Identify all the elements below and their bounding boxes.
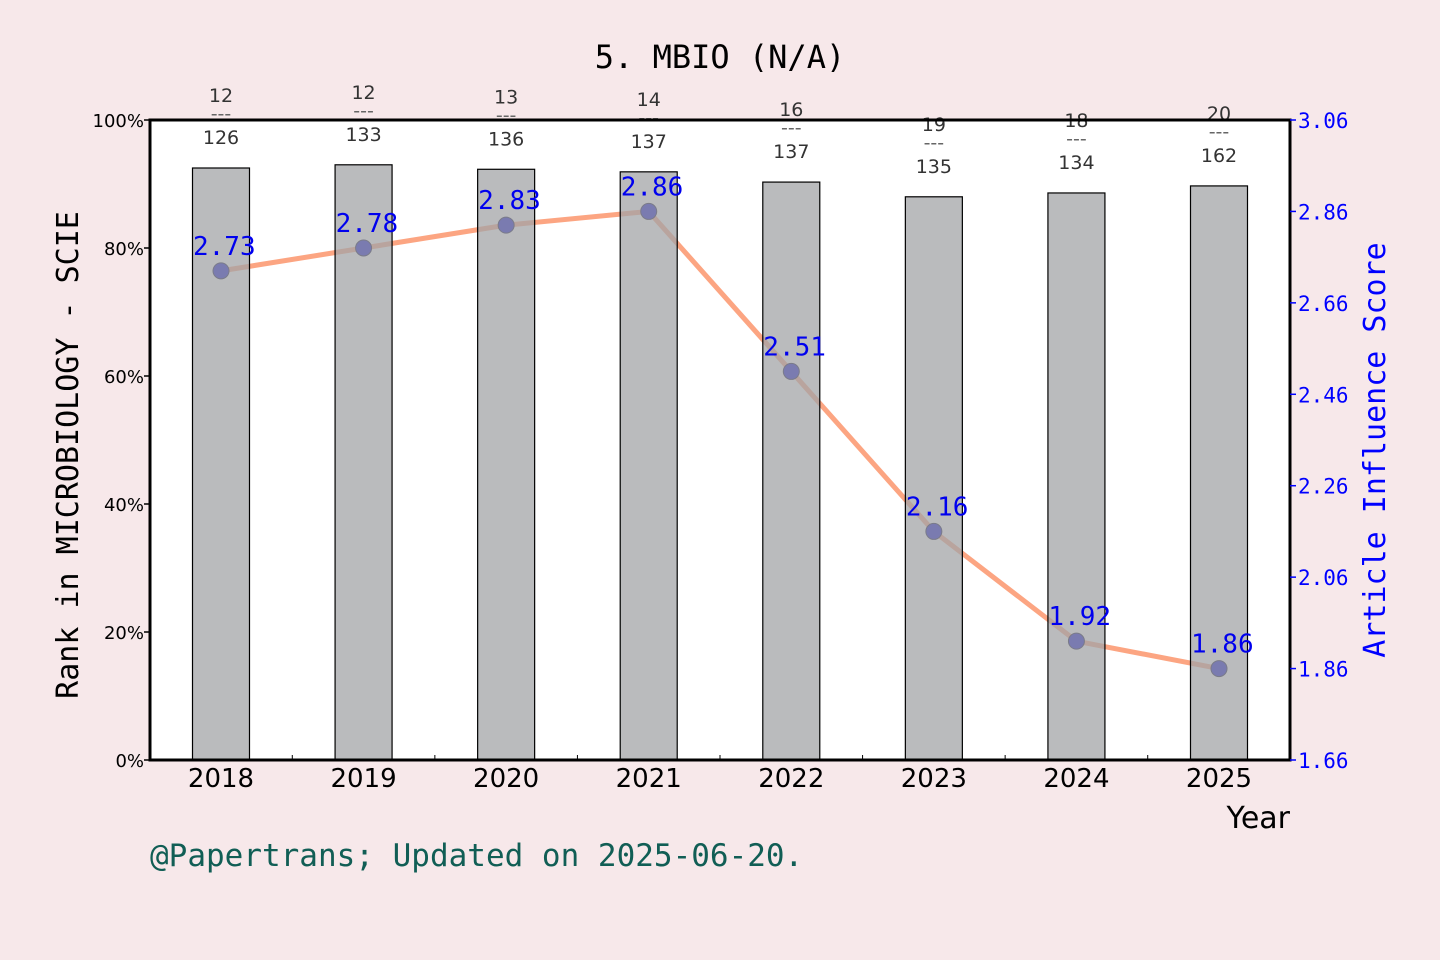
- x-tick-label: 2023: [901, 764, 967, 794]
- bar-rank-label: 12: [209, 85, 233, 107]
- x-tick-label: 2022: [758, 764, 824, 794]
- line-point-label: 2.73: [193, 232, 256, 262]
- line-point-label: 2.86: [621, 172, 684, 202]
- bar: [904, 196, 963, 761]
- bar-rank-separator: ---: [353, 100, 374, 122]
- bar-total-label: 126: [203, 127, 239, 149]
- y-right-tick-label: 2.26: [1298, 475, 1349, 499]
- x-tick-label: 2018: [188, 764, 254, 794]
- bar-total-label: 137: [631, 131, 667, 153]
- bar-rank-separator: ---: [211, 103, 232, 125]
- bar-rank-label: 14: [637, 89, 661, 111]
- bar-rank-label: 16: [779, 99, 803, 121]
- bar-total-label: 134: [1058, 152, 1094, 174]
- bar: [1047, 192, 1106, 761]
- bar-rank-label: 12: [351, 82, 375, 104]
- bar: [762, 181, 821, 761]
- bar: [477, 168, 536, 761]
- bar-rank-separator: ---: [1209, 121, 1230, 143]
- y-left-tick-label: 0%: [115, 751, 144, 772]
- y-left-tick-label: 40%: [104, 495, 144, 516]
- bar-series: [191, 164, 1249, 761]
- y-left-tick-label: 20%: [104, 623, 144, 644]
- y-right-tick-label: 3.06: [1298, 109, 1349, 133]
- x-tick-label: 2021: [616, 764, 682, 794]
- bar-rank-labels: 12---12612---13313---13614---13716---137…: [203, 82, 1237, 178]
- x-axis-label: Year: [1225, 801, 1290, 836]
- line-point-label: 2.83: [478, 186, 541, 216]
- bar-total-label: 136: [488, 128, 524, 150]
- line-point-label: 1.86: [1191, 630, 1254, 660]
- line-point-label: 2.16: [906, 492, 969, 522]
- line-point-label: 2.51: [763, 332, 826, 362]
- bar-rank-separator: ---: [924, 132, 945, 154]
- x-tick-label: 2025: [1186, 764, 1252, 794]
- bar-rank-separator: ---: [781, 117, 802, 139]
- y-left-tick-label: 100%: [93, 111, 144, 132]
- bar: [191, 167, 251, 761]
- y-right-tick-label: 2.66: [1298, 292, 1349, 316]
- bar-rank-separator: ---: [638, 107, 659, 129]
- bar-rank-separator: ---: [496, 104, 517, 126]
- y-left-tick-label: 60%: [104, 367, 144, 388]
- x-tick-label: 2019: [330, 764, 396, 794]
- bar-total-label: 133: [345, 124, 381, 146]
- y-left-tick-label: 80%: [104, 239, 144, 260]
- axes: 0% 20% 40% 60% 80% 100% 1.66 1.86 2.06 2.26 2.46 2.…: [93, 109, 1349, 794]
- footer-credit: @Papertrans; Updated on 2025-06-20.: [150, 838, 803, 874]
- line-point-label: 1.92: [1048, 602, 1111, 632]
- bar: [334, 164, 393, 761]
- x-tick-label: 2020: [473, 764, 539, 794]
- y-axis-right-label: Article Influence Score: [1358, 242, 1393, 657]
- chart-title: 5. MBIO (N/A): [595, 38, 845, 76]
- bar-rank-label: 13: [494, 86, 518, 108]
- bar-total-label: 135: [916, 156, 952, 178]
- y-axis-left-label: Rank in MICROBIOLOGY - SCIE: [51, 211, 86, 699]
- bar: [619, 171, 678, 761]
- plot-area: [150, 120, 1290, 760]
- line-point-label: 2.78: [336, 209, 399, 239]
- y-right-tick-label: 2.06: [1298, 566, 1349, 590]
- bar: [1189, 185, 1249, 761]
- bar-rank-separator: ---: [1066, 128, 1087, 150]
- x-tick-label: 2024: [1043, 764, 1109, 794]
- y-right-tick-label: 2.46: [1298, 383, 1349, 407]
- bar-total-label: 162: [1201, 145, 1237, 167]
- y-right-tick-label: 1.86: [1298, 658, 1349, 682]
- point-labels: 2.73 2.78 2.83 2.86 2.51 2.16 1.92 1.86: [193, 172, 1254, 659]
- bar-total-label: 137: [773, 141, 809, 163]
- y-right-tick-label: 1.66: [1298, 749, 1349, 773]
- y-right-tick-label: 2.86: [1298, 200, 1349, 224]
